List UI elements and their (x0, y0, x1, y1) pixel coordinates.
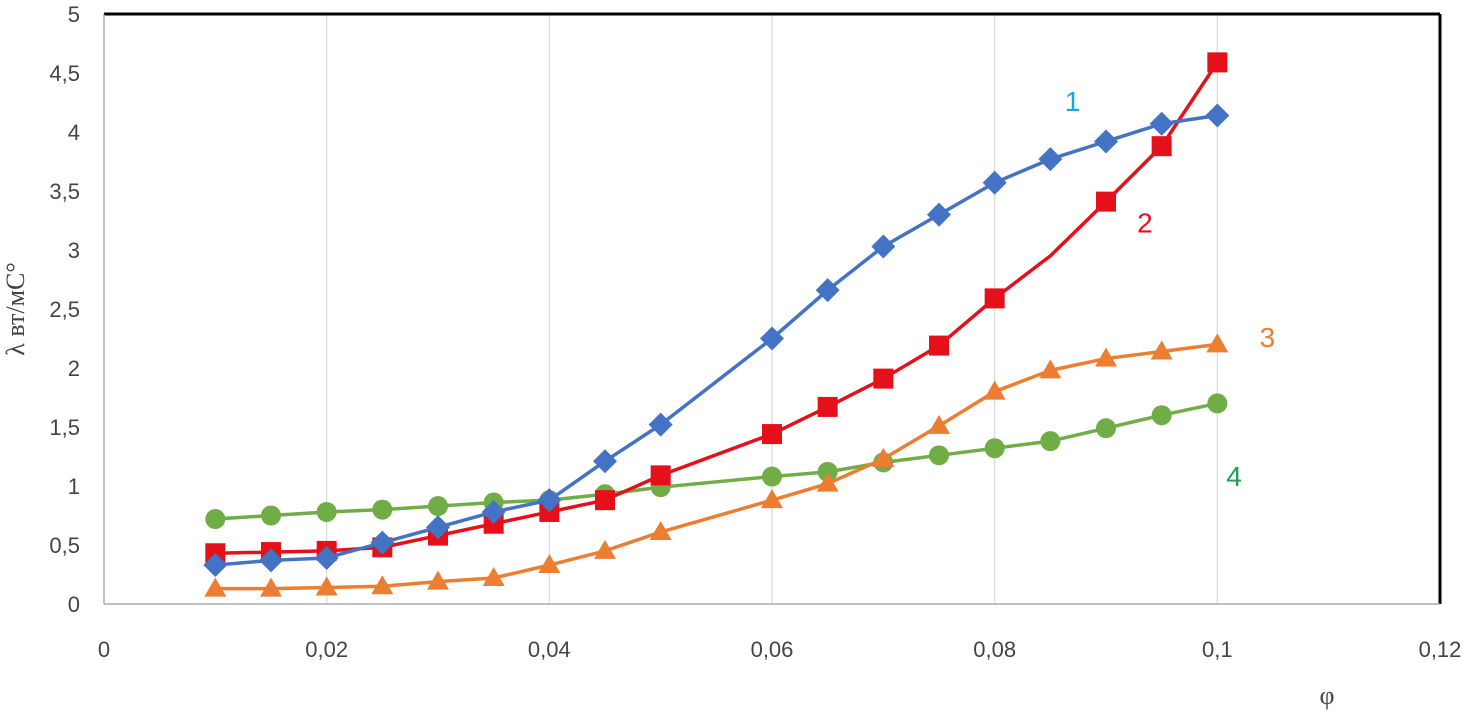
series-line (215, 401, 1218, 521)
x-tick-label: 0,08 (973, 637, 1016, 662)
series-4: 4 (205, 393, 1242, 530)
series-label: 4 (1226, 461, 1242, 492)
data-point (203, 553, 228, 578)
data-point (427, 570, 449, 590)
x-tick-label: 0,12 (1419, 637, 1462, 662)
data-point (1149, 111, 1174, 136)
y-tick-label: 3,5 (49, 179, 80, 204)
data-point (260, 577, 282, 597)
y-tick-label: 4,5 (49, 61, 80, 86)
x-tick-label: 0,1 (1202, 637, 1233, 662)
data-point (426, 515, 450, 540)
data-point (205, 509, 226, 530)
data-point (650, 465, 671, 486)
data-point (761, 489, 783, 509)
data-point (815, 278, 840, 303)
data-point (1096, 418, 1116, 439)
y-tick-label: 3 (68, 238, 80, 263)
data-point (594, 539, 616, 559)
data-point (927, 202, 951, 227)
x-tick-label: 0,02 (305, 637, 348, 662)
data-point (817, 461, 838, 482)
x-tick-label: 0 (98, 637, 110, 662)
data-point (204, 577, 227, 597)
data-point (371, 575, 394, 595)
data-point (482, 567, 505, 587)
data-point (538, 554, 561, 574)
y-tick-label: 1,5 (49, 415, 80, 440)
data-point (871, 234, 896, 259)
data-point (928, 414, 950, 434)
series-line (215, 342, 1218, 591)
data-point (593, 449, 617, 474)
series-3: 3 (204, 322, 1275, 597)
data-point (1151, 136, 1172, 157)
data-point (1151, 405, 1172, 426)
data-point (984, 288, 1005, 309)
data-point (595, 490, 615, 511)
data-point (1095, 347, 1117, 367)
data-point (370, 530, 395, 555)
data-point (1040, 431, 1061, 452)
y-tick-label: 2 (68, 356, 80, 381)
data-point (762, 466, 782, 487)
data-point (872, 447, 895, 467)
data-point (315, 576, 338, 596)
x-tick-label: 0,04 (528, 637, 571, 662)
axes (103, 12, 1442, 605)
data-point (537, 488, 562, 513)
x-axis-label: φ (1319, 681, 1334, 710)
data-point (1094, 129, 1118, 154)
series-1: 1 (203, 86, 1230, 578)
data-point (1207, 52, 1228, 73)
data-point (873, 368, 894, 389)
x-tick-label: 0,06 (751, 637, 794, 662)
data-point (649, 521, 672, 541)
y-tick-label: 0 (68, 592, 80, 617)
data-point (314, 545, 339, 570)
data-point (1150, 340, 1173, 360)
y-tick-label: 5 (68, 2, 80, 27)
data-point (316, 501, 337, 522)
y-tick-label: 0,5 (49, 533, 80, 558)
y-tick-label: 1 (68, 474, 80, 499)
data-point (1096, 191, 1116, 212)
y-tick-label: 4 (68, 120, 80, 145)
data-point (428, 496, 448, 517)
data-point (259, 548, 283, 573)
data-point (648, 412, 673, 437)
data-point (760, 326, 784, 351)
data-point (1206, 333, 1229, 353)
data-point (1038, 147, 1063, 172)
data-point (762, 424, 782, 445)
series-label: 2 (1137, 207, 1153, 238)
data-point (983, 380, 1006, 400)
data-point (929, 335, 949, 356)
series-layer: 4 3 2 1 (203, 52, 1275, 597)
data-point (817, 396, 838, 417)
data-point (982, 170, 1007, 195)
series-line (215, 61, 1219, 556)
series-label: 3 (1260, 322, 1276, 353)
data-point (261, 505, 281, 526)
y-axis-label: λ вт/мС° (1, 262, 30, 356)
tick-labels: 0 0,5 1 1,5 2 2,5 3 3,5 4 4,5 5 0 0,02 0,04 0,06 0,08 0,… (49, 2, 1461, 662)
data-point (984, 438, 1005, 459)
series-2: 2 (205, 52, 1228, 564)
y-tick-label: 2,5 (49, 297, 80, 322)
data-point (372, 499, 393, 520)
data-point (1205, 103, 1230, 128)
data-point (929, 445, 949, 466)
series-line (215, 113, 1218, 567)
data-point (481, 499, 506, 524)
data-point (1207, 393, 1228, 414)
data-point (1039, 359, 1062, 379)
data-point (816, 472, 839, 492)
series-label: 1 (1065, 86, 1081, 117)
